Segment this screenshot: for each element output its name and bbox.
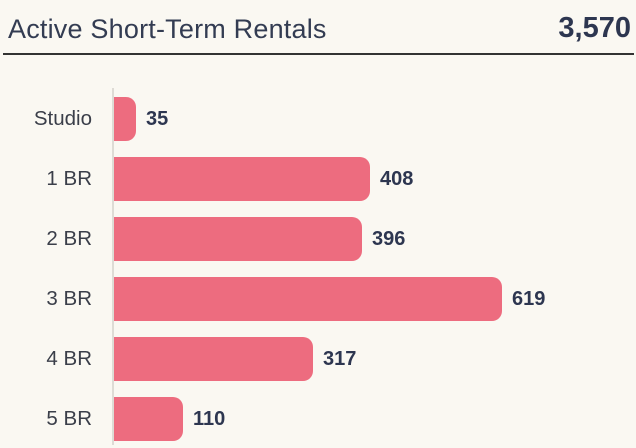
- bar-studio[interactable]: [114, 97, 136, 141]
- chart-row: 1 BR 408: [0, 157, 636, 201]
- category-label: 2 BR: [46, 227, 92, 250]
- bar-5-br[interactable]: [114, 397, 183, 441]
- value-label: 35: [146, 107, 169, 130]
- value-label: 110: [193, 407, 226, 430]
- bar-1-br[interactable]: [114, 157, 370, 201]
- category-label: 4 BR: [46, 347, 92, 370]
- category-label: 3 BR: [46, 287, 92, 310]
- value-label: 317: [323, 347, 357, 370]
- chart-row: 5 BR 110: [0, 397, 636, 441]
- chart-row: 2 BR 396: [0, 217, 636, 261]
- chart-row: Studio 35: [0, 97, 636, 141]
- value-label: 408: [380, 167, 414, 190]
- total-count: 3,570: [558, 12, 631, 44]
- category-label: 1 BR: [46, 167, 92, 190]
- widget-title: Active Short-Term Rentals: [8, 14, 327, 44]
- chart-row: 4 BR 317: [0, 337, 636, 381]
- value-label: 396: [372, 227, 406, 250]
- category-label: Studio: [33, 107, 92, 130]
- category-label: 5 BR: [46, 407, 92, 430]
- value-label: 619: [512, 287, 546, 310]
- bar-4-br[interactable]: [114, 337, 313, 381]
- header-divider: [3, 53, 634, 55]
- bar-chart: Studio 35 1 BR 408 2 BR 396 3 BR 619 4 BR 317 5 BR…: [0, 97, 636, 441]
- y-axis-line: [112, 88, 114, 445]
- bar-3-br[interactable]: [114, 277, 502, 321]
- bar-2-br[interactable]: [114, 217, 362, 261]
- chart-row: 3 BR 619: [0, 277, 636, 321]
